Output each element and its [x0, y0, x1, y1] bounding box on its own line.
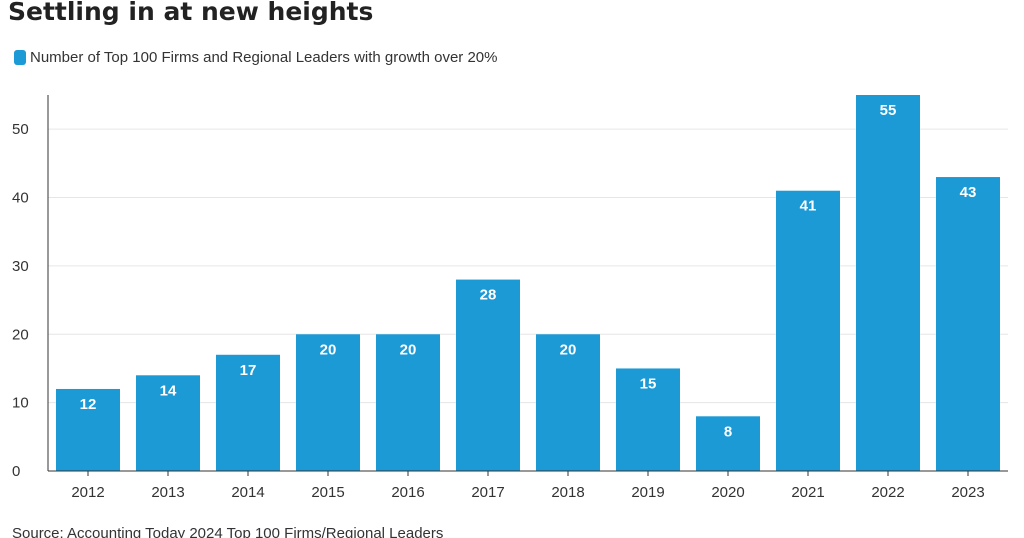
bar-2022	[856, 95, 920, 471]
bar-2020	[696, 416, 760, 471]
y-axis: 0 10 20 30 40 50	[12, 95, 49, 480]
bar-2021	[776, 190, 840, 471]
x-tick-label: 2021	[791, 484, 824, 501]
y-tick-label: 0	[12, 463, 20, 480]
chart-legend: Number of Top 100 Firms and Regional Lea…	[14, 49, 497, 66]
bars	[56, 95, 1000, 471]
x-tick-label: 2014	[231, 484, 264, 501]
x-tick-label: 2019	[631, 484, 664, 501]
bar-value-label: 20	[400, 341, 417, 358]
bar-value-label: 8	[724, 423, 732, 440]
bar-2019	[616, 368, 680, 471]
x-tick-label: 2023	[951, 484, 984, 501]
bar-2015	[296, 334, 360, 471]
x-tick-label: 2020	[711, 484, 744, 501]
bar-2013	[136, 375, 200, 471]
y-tick-label: 30	[12, 258, 29, 275]
x-tick-label: 2016	[391, 484, 424, 501]
chart-title: Settling in at new heights	[8, 0, 374, 26]
x-axis: 2012 2013 2014 2015 2016 2017 2018 2019 2020 2021…	[48, 470, 1008, 501]
bar-value-label: 43	[960, 184, 977, 201]
y-tick-label: 20	[12, 326, 29, 343]
x-tick-label: 2022	[871, 484, 904, 501]
bar-value-label: 20	[320, 341, 337, 358]
x-tick-label: 2015	[311, 484, 344, 501]
bar-value-label: 12	[80, 396, 97, 413]
x-tick-label: 2013	[151, 484, 184, 501]
x-tick-label: 2018	[551, 484, 584, 501]
bar-value-label: 15	[640, 375, 657, 392]
source-note: Source: Accounting Today 2024 Top 100 Fi…	[12, 525, 444, 538]
y-tick-label: 40	[12, 190, 29, 207]
bar-2012	[56, 388, 120, 471]
x-tick-label: 2012	[71, 484, 104, 501]
y-tick-label: 50	[12, 121, 29, 138]
bar-value-label: 20	[560, 341, 577, 358]
bar-2023	[936, 177, 1000, 471]
bar-value-labels: 12 14 17 20 20 28 20 15 8 41 55 43	[80, 102, 977, 440]
gridlines	[48, 128, 1008, 404]
bar-2016	[376, 334, 440, 471]
bar-value-label: 55	[880, 102, 897, 119]
legend-label: Number of Top 100 Firms and Regional Lea…	[30, 49, 498, 66]
y-tick-label: 10	[12, 395, 29, 412]
bar-2017	[456, 279, 520, 471]
bar-2018	[536, 334, 600, 471]
bar-2014	[216, 354, 280, 471]
bar-value-label: 41	[800, 198, 817, 215]
x-tick-label: 2017	[471, 484, 504, 501]
bar-value-label: 17	[240, 362, 257, 379]
bar-value-label: 28	[480, 287, 497, 304]
legend-swatch	[14, 50, 26, 65]
bar-value-label: 14	[160, 382, 177, 399]
